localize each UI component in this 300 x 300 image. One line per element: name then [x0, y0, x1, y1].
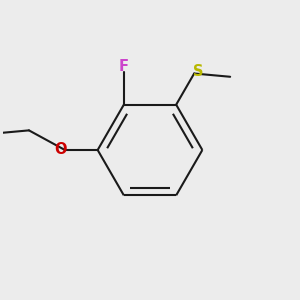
Text: O: O [55, 142, 67, 158]
Text: F: F [119, 59, 129, 74]
Text: S: S [193, 64, 203, 80]
